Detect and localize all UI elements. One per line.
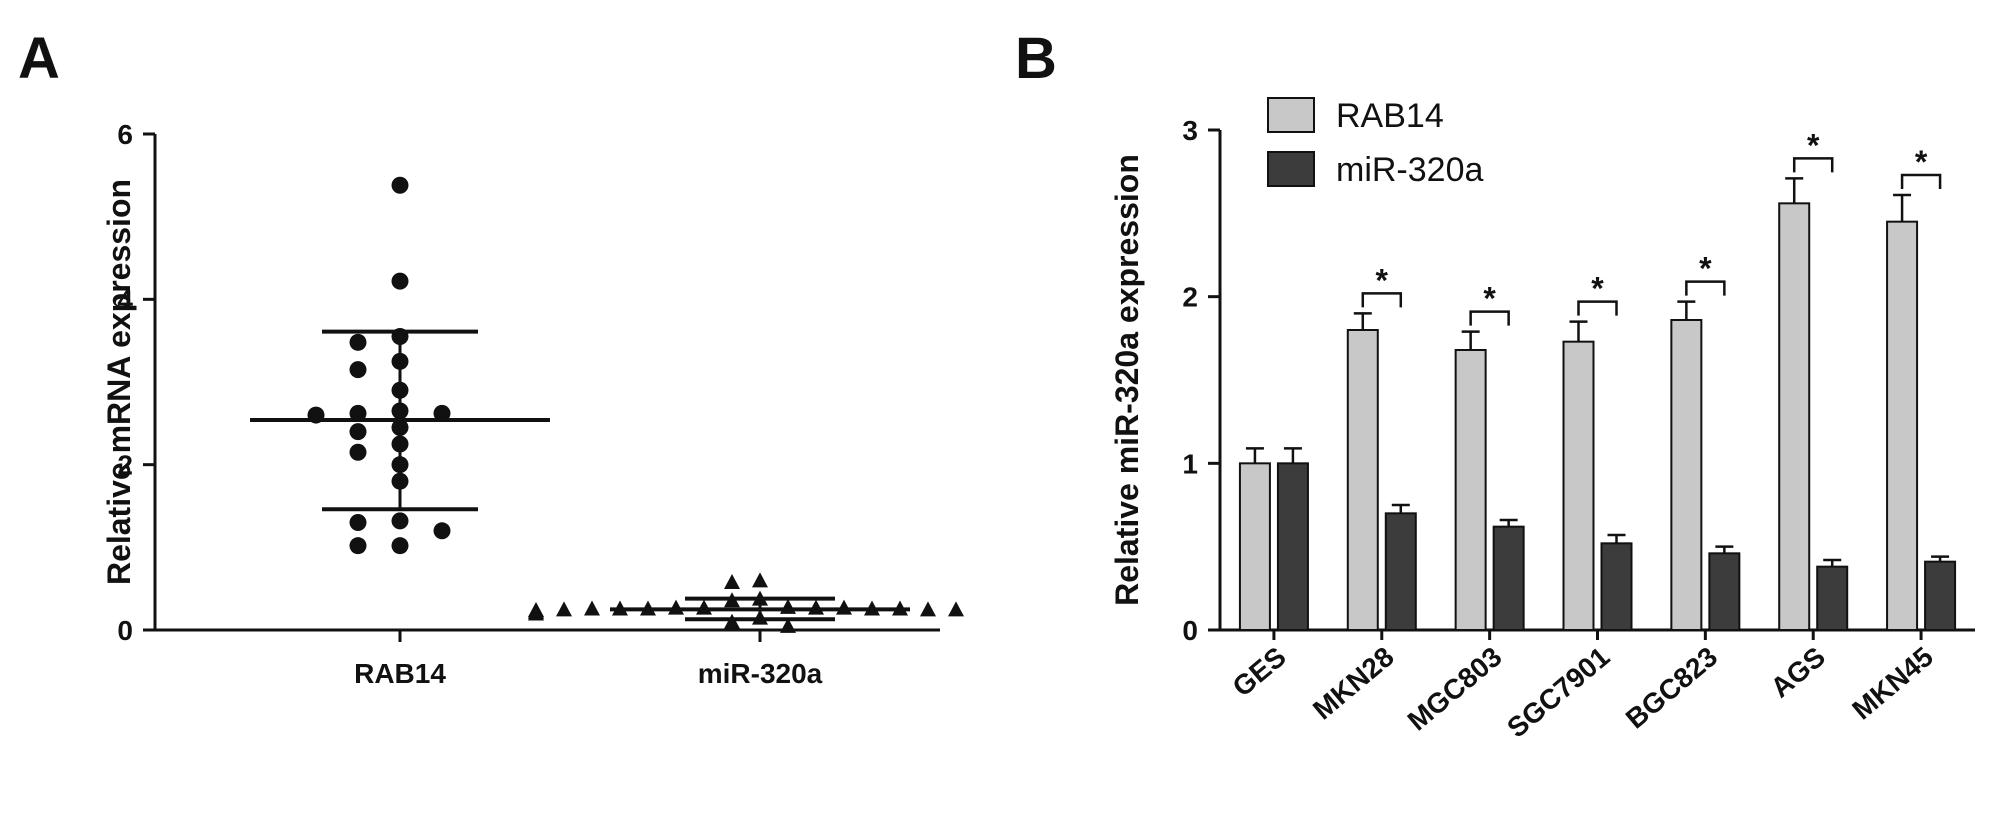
chart-b-legend-label: RAB14: [1336, 97, 1444, 135]
chart-b-bar-rab14: [1238, 462, 1271, 632]
chart-a-point-mir-320a: [584, 600, 600, 616]
chart-b-bar-rab14: [1670, 319, 1703, 631]
chart-a-point-mir-320a: [528, 605, 544, 621]
chart-a-x-tick-label: RAB14: [354, 658, 446, 689]
chart-b-significance-bracket: [1577, 300, 1618, 316]
chart-b-bar-mir-320a: [1276, 462, 1309, 632]
chart-a-point-mir-320a: [696, 599, 712, 615]
chart-a-point-mir-320a: [948, 601, 964, 617]
chart-a-point-rab14: [349, 423, 367, 441]
chart-a-point-rab14: [349, 537, 367, 555]
chart-a-point-rab14: [349, 404, 367, 422]
chart-b-legend-label: miR-320a: [1336, 151, 1483, 189]
chart-a-point-mir-320a: [808, 599, 824, 615]
chart-a-point-mir-320a: [836, 599, 852, 615]
chart-a-point-mir-320a: [668, 599, 684, 615]
chart-b-x-tick-label: BGC823: [1620, 641, 1723, 735]
chart-a-point-mir-320a: [724, 574, 740, 590]
chart-b-bar-chart: Relative miR-320a expression RAB14 miR-32…: [1109, 97, 1975, 744]
chart-b-x-tick-label: GES: [1227, 641, 1292, 703]
chart-a-point-rab14: [391, 176, 409, 194]
chart-b-bar-mir-320a: [1384, 512, 1417, 631]
chart-b-significance-star: *: [1591, 271, 1604, 307]
chart-b-significance-bracket: [1361, 292, 1403, 308]
chart-b-significance-star: *: [1915, 144, 1928, 180]
chart-a-dot-plot: Relative mRNA expression 0 2 4 6 RAB14 miR-32…: [101, 119, 964, 689]
chart-a-point-mir-320a: [556, 601, 572, 617]
chart-b-y-tick-label: 2: [1182, 282, 1198, 313]
chart-a-point-rab14: [349, 443, 367, 461]
chart-b-y-axis-title: Relative miR-320a expression: [1109, 154, 1145, 606]
chart-b-significance-bracket: [1792, 157, 1834, 173]
chart-b-x-tick-label: AGS: [1765, 641, 1831, 704]
chart-a-point-mir-320a: [920, 601, 936, 617]
chart-b-significance-star: *: [1807, 127, 1820, 163]
chart-b-x-tick-label: MKN28: [1307, 641, 1400, 726]
chart-b-x-tick-label: MGC803: [1402, 641, 1508, 737]
chart-a-point-rab14: [349, 514, 367, 532]
chart-a-y-tick-label: 2: [117, 450, 133, 481]
chart-a-point-rab14: [349, 333, 367, 351]
chart-b-significance-bracket: [1685, 280, 1726, 296]
chart-a-point-rab14: [433, 522, 451, 540]
chart-b-bar-mir-320a: [1492, 525, 1525, 632]
chart-a-point-mir-320a: [780, 598, 796, 614]
chart-b-bar-mir-320a: [1600, 542, 1633, 631]
chart-b-legend: RAB14 miR-320a: [1267, 97, 1483, 189]
chart-b-y-tick-label: 1: [1182, 448, 1198, 479]
chart-b-significance-star: *: [1483, 281, 1496, 317]
chart-b-y-tick-label: 3: [1182, 115, 1198, 146]
chart-b-significance-bracket: [1900, 173, 1942, 189]
chart-b-legend-swatch-mir-320a: [1267, 151, 1315, 187]
chart-b-y-tick-label: 0: [1182, 615, 1198, 646]
chart-a-y-axis-title: Relative mRNA expression: [101, 179, 137, 585]
chart-a-y-tick-label: 4: [117, 284, 133, 315]
chart-a-point-rab14: [391, 537, 409, 555]
chart-b-significance-star: *: [1699, 251, 1712, 287]
panel-letter-a: A: [18, 26, 60, 91]
chart-b-significance-bracket: [1469, 310, 1510, 326]
chart-a-point-rab14: [391, 272, 409, 290]
chart-a-point-mir-320a: [780, 617, 796, 633]
chart-b-bar-rab14: [1346, 329, 1379, 631]
chart-b-x-tick-label: MKN45: [1846, 641, 1939, 726]
chart-b-legend-swatch-rab14: [1267, 97, 1315, 133]
chart-b-bar-rab14: [1454, 349, 1487, 631]
chart-a-y-tick-label: 6: [117, 119, 133, 150]
chart-b-bar-mir-320a: [1816, 565, 1849, 632]
chart-b-bar-mir-320a: [1924, 560, 1957, 632]
panel-letter-b: B: [1015, 26, 1057, 91]
chart-a-point-rab14: [433, 404, 451, 422]
chart-a-x-tick-label: miR-320a: [698, 658, 823, 689]
chart-a-point-mir-320a: [752, 572, 768, 588]
chart-b-bar-rab14: [1886, 220, 1919, 632]
chart-a-y-tick-label: 0: [117, 615, 133, 646]
chart-b-bar-rab14: [1778, 202, 1811, 631]
chart-b-x-tick-label: SGC7901: [1501, 641, 1615, 744]
chart-a-point-rab14: [349, 361, 367, 379]
chart-b-bar-mir-320a: [1708, 552, 1741, 631]
chart-a-point-rab14: [391, 512, 409, 530]
chart-b-bar-rab14: [1562, 340, 1595, 631]
chart-b-significance-star: *: [1376, 262, 1389, 298]
